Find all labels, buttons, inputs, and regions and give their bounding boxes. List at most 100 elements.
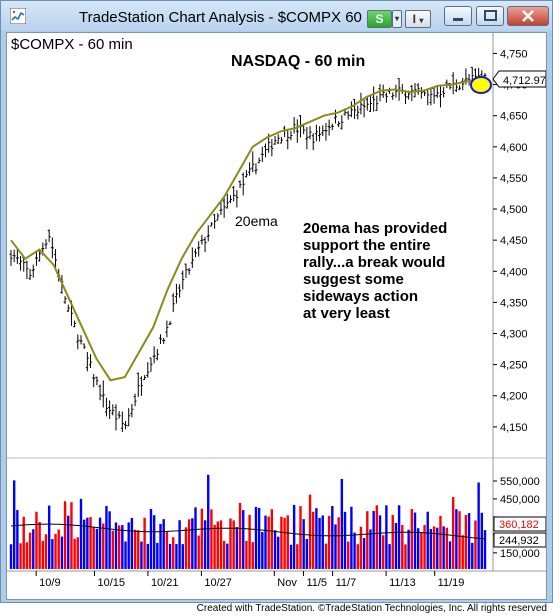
volume-bar-down: [296, 544, 299, 569]
volume-bar-up: [226, 543, 229, 569]
volume-bar-down: [245, 540, 248, 569]
last-price-tag-shape: [492, 70, 546, 88]
volume-bar-down: [375, 505, 379, 569]
volume-bar-down: [248, 514, 251, 569]
volume-bar-up: [413, 512, 417, 569]
volume-bar-down: [38, 522, 41, 569]
price-tick-label: 4,650: [500, 111, 528, 123]
s-dropdown-button[interactable]: ▾: [392, 10, 402, 28]
time-axis[interactable]: 10/9 10/15 10/21 10/27 Nov 11/5 11/7 11/13 11/19: [35, 571, 464, 589]
volume-bar-up: [480, 512, 484, 569]
volume-bar-down: [54, 533, 57, 569]
i-button[interactable]: I ▾: [405, 10, 431, 28]
volume-bar-up: [442, 526, 445, 569]
s-button[interactable]: S: [367, 10, 392, 28]
volume-bar-down: [137, 530, 140, 569]
volume-bar-down: [35, 511, 38, 569]
maximize-icon: [484, 10, 497, 21]
volume-bar-down: [464, 514, 468, 569]
volume-bar-down: [270, 509, 274, 569]
annotation-line-4: suggest some: [303, 271, 404, 288]
title-bar[interactable]: TradeStation Chart Analysis - $COMPX 60 …: [1, 1, 552, 31]
volume-bar-up: [16, 510, 19, 569]
volume-bar-down: [382, 535, 385, 569]
time-tick-label: 11/5: [306, 577, 327, 589]
volume-bar-up: [82, 519, 86, 569]
volume-bar-up: [277, 536, 280, 569]
volume-bar-down: [143, 517, 146, 569]
volume-bar-down: [283, 517, 286, 569]
volume-bar-down: [312, 511, 315, 569]
volume-bar-up: [12, 480, 16, 569]
volume-bar-up: [372, 510, 375, 569]
volume-bar-up: [477, 482, 480, 569]
annotation-line-2: support the entire: [303, 237, 431, 254]
volume-bar-down: [391, 514, 394, 569]
volume-bar-up: [369, 529, 372, 569]
price-tick-label: 4,550: [500, 173, 528, 185]
volume-bar-up: [254, 506, 258, 569]
volume-tag-red-shape: [493, 516, 546, 532]
chart-client-area: 4,7504,7004,6504,6004,5504,5004,4504,400…: [6, 32, 547, 600]
volume-bar-up: [156, 542, 159, 569]
price-tick-label: 4,500: [500, 204, 528, 216]
volume-bar-up: [321, 515, 324, 569]
volume-bar-down: [222, 540, 226, 569]
volume-bar-down: [366, 511, 369, 569]
volume-bar-up: [114, 522, 118, 569]
volume-bar-down: [445, 527, 449, 569]
volume-bar-up: [394, 522, 398, 569]
volume-bar-down: [324, 543, 328, 569]
time-tick-label: 10/15: [97, 577, 125, 589]
volume-bar-up: [362, 538, 366, 569]
volume-bar-up: [152, 515, 156, 569]
volume-bar-up: [162, 519, 165, 569]
volume-bar-up: [194, 507, 197, 569]
volume-bar-down: [44, 534, 48, 569]
time-tick-label: 10/21: [151, 577, 179, 589]
volume-bar-down: [57, 529, 60, 569]
volume-bar-up: [289, 544, 293, 569]
price-pane[interactable]: [7, 33, 493, 458]
close-button[interactable]: [507, 6, 549, 26]
volume-bar-up: [121, 525, 124, 569]
volume-bar-down: [28, 532, 32, 569]
volume-bar-up: [51, 539, 54, 569]
volume-bar-up: [397, 505, 401, 569]
volume-bar-down: [210, 509, 213, 569]
volume-bar-down: [347, 541, 350, 569]
price-axis[interactable]: 4,7504,7004,6504,6004,5504,5004,4504,400…: [493, 48, 528, 434]
volume-bar-up: [257, 507, 261, 569]
volume-bar-down: [70, 502, 73, 569]
tradestation-app-icon: [10, 8, 26, 24]
volume-bar-down: [187, 519, 191, 569]
volume-bar-up: [264, 515, 267, 569]
volume-bar-up: [175, 544, 178, 569]
volume-bar-down: [401, 524, 404, 569]
volume-bar-up: [32, 529, 35, 569]
volume-bar-up: [455, 509, 458, 569]
volume-bar-down: [165, 531, 169, 569]
volume-bar-up: [343, 511, 347, 569]
volume-bar-up: [86, 517, 89, 569]
chart-canvas[interactable]: 4,7504,7004,6504,6004,5504,5004,4504,400…: [7, 33, 546, 599]
volume-bar-up: [140, 541, 143, 569]
volume-bar-up: [9, 544, 13, 569]
volume-bar-up: [416, 528, 420, 569]
volume-bar-up: [353, 532, 356, 569]
volume-bar-down: [410, 508, 414, 569]
volume-axis[interactable]: 550,000 450,000 150,000: [493, 476, 540, 560]
volume-bar-down: [111, 530, 114, 569]
time-tick-label: Nov: [277, 577, 297, 589]
volume-bar-down: [200, 508, 204, 569]
volume-bar-down: [232, 520, 235, 569]
price-tick-label: 4,350: [500, 297, 528, 309]
volume-bar-down: [267, 516, 270, 569]
footer-copyright: Created with TradeStation. ©TradeStation…: [196, 603, 547, 614]
price-tick-label: 4,450: [500, 235, 528, 247]
annotation-line-5: sideways action: [303, 288, 418, 305]
volume-bar-down: [41, 540, 45, 569]
volume-tag-red: 360,182: [499, 519, 539, 531]
minimize-button[interactable]: [444, 6, 472, 26]
maximize-button[interactable]: [476, 6, 504, 26]
